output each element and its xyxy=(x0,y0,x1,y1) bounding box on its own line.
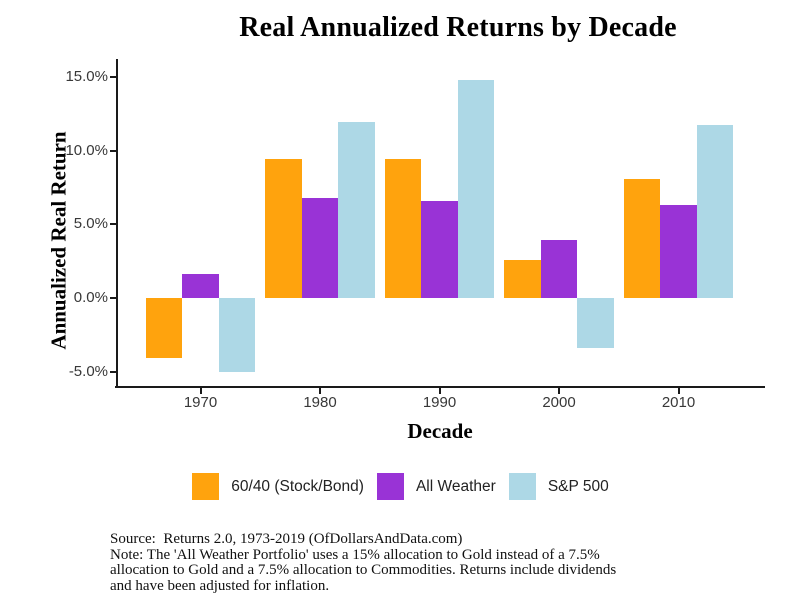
x-tick xyxy=(558,388,560,394)
y-tick-label: 5.0% xyxy=(73,215,108,233)
legend-label-60-40-stock-bond: 60/40 (Stock/Bond) xyxy=(231,477,364,495)
legend-item-all-weather: All Weather xyxy=(376,473,496,500)
x-tick-label: 2010 xyxy=(661,394,696,411)
y-tick xyxy=(110,149,117,152)
legend-swatch-s-p-500 xyxy=(508,473,536,500)
legend-swatch-60-40-stock-bond xyxy=(192,473,220,500)
bar-1970-all-weather xyxy=(182,274,219,298)
footnote-line: and have been adjusted for inflation. xyxy=(110,577,330,594)
legend-label-all-weather: All Weather xyxy=(415,477,496,495)
x-tick xyxy=(319,388,321,394)
footnote-line: Source: Returns 2.0, 1973-2019 (OfDollar… xyxy=(110,531,463,547)
y-tick-label: 15.0% xyxy=(65,67,108,85)
bar-1990-s-p-500 xyxy=(457,79,495,298)
bar-2010-all-weather xyxy=(660,205,697,298)
y-tick xyxy=(110,297,117,299)
bar-1990-all-weather xyxy=(421,200,458,298)
legend-item-60-40-stock-bond: 60/40 (Stock/Bond) xyxy=(192,473,364,500)
bar-2000-s-p-500 xyxy=(577,298,614,349)
plot-area xyxy=(118,60,762,387)
bar-2000-60-40-stock-bond xyxy=(504,259,541,298)
bar-1980-all-weather xyxy=(301,197,339,298)
y-tick-label: 0.0% xyxy=(73,289,108,306)
chart-title: Real Annualized Returns by Decade xyxy=(239,12,677,43)
y-axis-line xyxy=(116,59,118,388)
legend-swatch-all-weather xyxy=(376,473,404,500)
x-tick-label: 1980 xyxy=(303,394,337,411)
footnote: Source: Returns 2.0, 1973-2019 (OfDollar… xyxy=(110,531,617,594)
y-axis-title: Annualized Real Return xyxy=(46,131,71,350)
y-tick xyxy=(110,370,117,373)
x-tick xyxy=(199,388,202,394)
bar-1980-60-40-stock-bond xyxy=(265,159,302,298)
y-tick xyxy=(110,223,117,226)
x-tick xyxy=(677,388,680,394)
x-axis-line xyxy=(115,386,765,388)
x-tick-label: 2000 xyxy=(542,394,576,411)
y-tick xyxy=(110,75,117,78)
bar-2000-all-weather xyxy=(540,240,578,298)
legend: 60/40 (Stock/Bond) All Weather S&P 500 xyxy=(0,473,801,500)
bar-1970-60-40-stock-bond xyxy=(145,298,183,359)
x-tick-label: 1970 xyxy=(183,394,218,411)
y-tick-label: 10.0% xyxy=(65,141,108,159)
x-tick-label: 1990 xyxy=(422,394,457,411)
footnote-line: allocation to Gold and a 7.5% allocation… xyxy=(110,562,617,578)
bar-1970-s-p-500 xyxy=(218,298,256,372)
x-axis-title: Decade xyxy=(407,419,473,443)
y-tick-label: -5.0% xyxy=(68,362,108,380)
bar-1990-60-40-stock-bond xyxy=(384,159,422,298)
legend-label-s-p-500: S&P 500 xyxy=(547,477,609,495)
x-tick xyxy=(438,388,441,394)
bar-1980-s-p-500 xyxy=(338,122,375,298)
legend-item-s-p-500: S&P 500 xyxy=(508,473,609,500)
bar-2010-60-40-stock-bond xyxy=(623,178,661,298)
bar-2010-s-p-500 xyxy=(696,125,734,298)
footnote-line: Note: The 'All Weather Portfolio' uses a… xyxy=(110,546,600,563)
